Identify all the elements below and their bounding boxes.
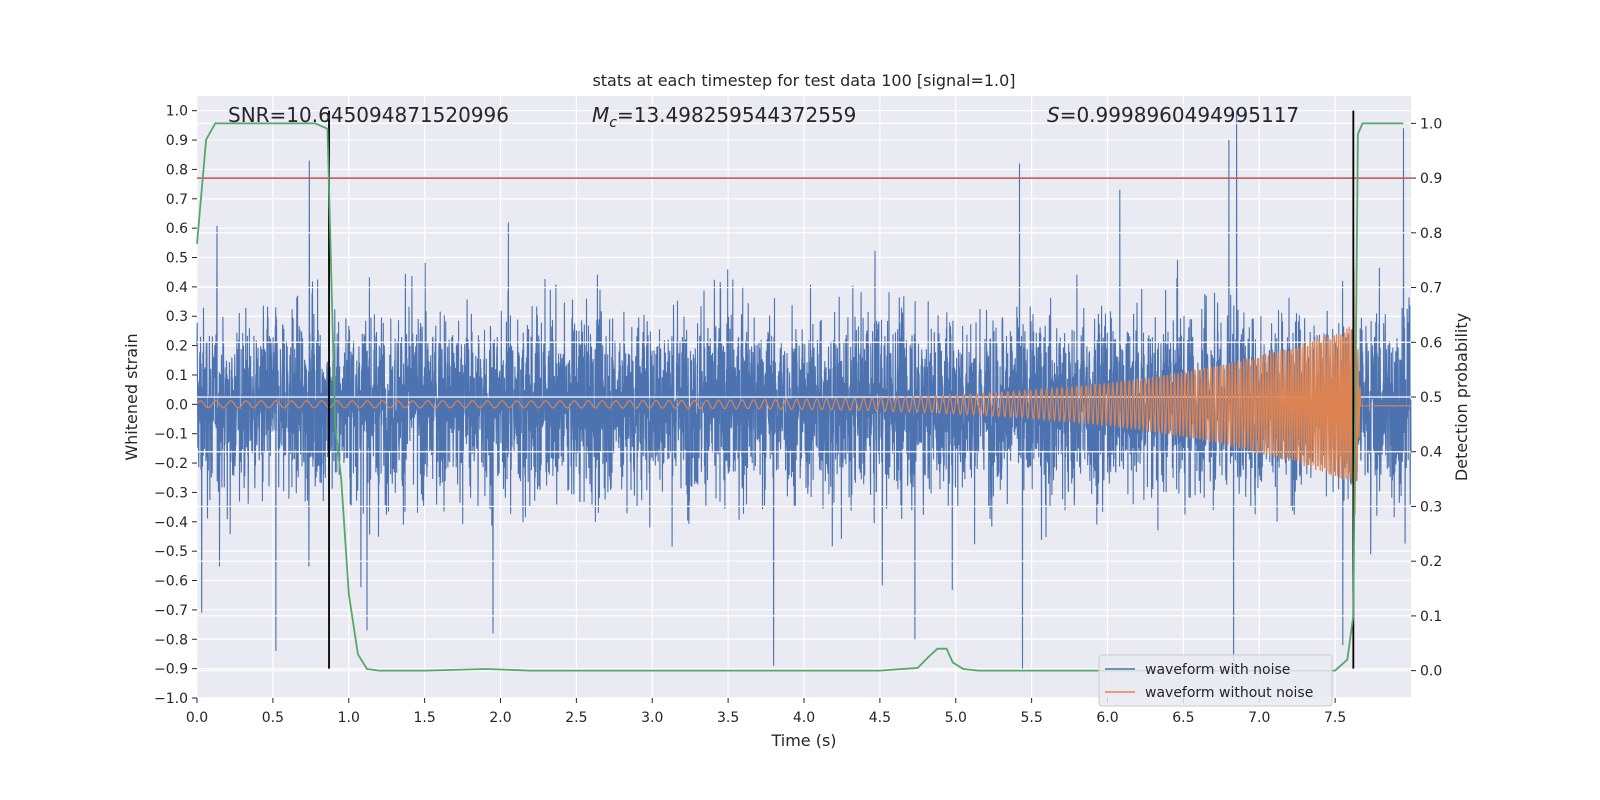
y2-tick-label: 0.1 xyxy=(1420,609,1442,625)
x-tick-label: 6.0 xyxy=(1096,710,1118,726)
x-tick-label: 3.5 xyxy=(717,710,739,726)
x-tick-label: 4.0 xyxy=(793,710,815,726)
x-tick-label: 7.0 xyxy=(1248,710,1270,726)
mc-symbol: M xyxy=(592,103,609,127)
y-tick-label: −0.5 xyxy=(154,544,188,560)
y2-tick-label: 0.4 xyxy=(1420,445,1442,461)
x-tick-label: 2.0 xyxy=(489,710,511,726)
s-value: =0.9998960494995117 xyxy=(1060,103,1299,127)
y-tick-label: −0.6 xyxy=(154,574,188,590)
y-tick-label: 0.9 xyxy=(166,133,188,149)
x-tick-label: 3.0 xyxy=(641,710,663,726)
mc-annotation: Mc=13.498259544372559 xyxy=(592,103,856,131)
x-tick-label: 4.5 xyxy=(869,710,891,726)
y2-tick-label: 0.5 xyxy=(1420,390,1442,406)
y-tick-label: −1.0 xyxy=(154,691,188,707)
x-axis-ticks: 0.0 0.5 1.0 1.5 2.0 2.5 3.0 3.5 4.0 4.5 5.0 5.5 6.0 6… xyxy=(186,698,1346,726)
y-axis-ticks: −1.0 −0.9 −0.8 −0.7 −0.6 −0.5 −0.4 −0.3 −0.2 −0.1… xyxy=(154,104,197,707)
y2-axis-ticks: 0.0 0.1 0.2 0.3 0.4 0.5 0.6 0.7 0.8 0.9 1.0 xyxy=(1411,116,1442,680)
y-tick-label: 0.7 xyxy=(166,192,188,208)
y-tick-label: −0.9 xyxy=(154,662,188,678)
x-tick-label: 5.5 xyxy=(1020,710,1042,726)
y-tick-label: 0.0 xyxy=(166,397,188,413)
y-tick-label: −0.4 xyxy=(154,515,188,531)
y2-tick-label: 0.9 xyxy=(1420,171,1442,187)
y-tick-label: 0.8 xyxy=(166,162,188,178)
y-tick-label: −0.7 xyxy=(154,603,188,619)
y-tick-label: −0.2 xyxy=(154,456,188,472)
y2-tick-label: 0.3 xyxy=(1420,499,1442,515)
series-waveform-without-noise xyxy=(196,269,1411,515)
y2-tick-label: 0.2 xyxy=(1420,554,1442,570)
y-tick-label: −0.1 xyxy=(154,427,188,443)
x-axis-label: Time (s) xyxy=(770,731,836,750)
y-tick-label: 0.2 xyxy=(166,339,188,355)
y-axis-label: Whitened strain xyxy=(122,333,141,460)
x-tick-label: 2.5 xyxy=(565,710,587,726)
legend-label-noise: waveform with noise xyxy=(1145,662,1290,678)
x-tick-label: 0.5 xyxy=(262,710,284,726)
y-tick-label: 0.1 xyxy=(166,368,188,384)
y-tick-label: −0.3 xyxy=(154,485,188,501)
s-annotation: S=0.9998960494995117 xyxy=(1047,103,1299,127)
y2-tick-label: 0.7 xyxy=(1420,281,1442,297)
y-tick-label: −0.8 xyxy=(154,632,188,648)
y-tick-label: 0.5 xyxy=(166,251,188,267)
y-tick-label: 0.4 xyxy=(166,280,188,296)
legend-box xyxy=(1098,654,1333,707)
overlay-layer xyxy=(196,110,1411,672)
y2-axis-label: Detection probability xyxy=(1452,313,1471,481)
x-tick-label: 5.0 xyxy=(945,710,967,726)
x-tick-label: 1.0 xyxy=(338,710,360,726)
y-tick-label: 0.3 xyxy=(166,309,188,325)
x-tick-label: 0.0 xyxy=(186,710,208,726)
series-detection-probability xyxy=(196,122,1404,672)
y-tick-label: 1.0 xyxy=(166,104,188,120)
x-tick-label: 7.5 xyxy=(1324,710,1346,726)
legend: waveform with noise waveform without noi… xyxy=(1098,654,1333,707)
mc-subscript: c xyxy=(609,115,617,131)
y2-tick-label: 0.8 xyxy=(1420,226,1442,242)
chart-title: stats at each timestep for test data 100… xyxy=(592,71,1015,90)
s-symbol: S xyxy=(1047,103,1060,127)
legend-label-clean: waveform without noise xyxy=(1145,685,1313,701)
mc-value: =13.498259544372559 xyxy=(617,103,856,127)
y2-tick-label: 1.0 xyxy=(1420,116,1442,132)
x-tick-label: 6.5 xyxy=(1172,710,1194,726)
y2-tick-label: 0.6 xyxy=(1420,335,1442,351)
y-tick-label: 0.6 xyxy=(166,221,188,237)
x-tick-label: 1.5 xyxy=(413,710,435,726)
y2-tick-label: 0.0 xyxy=(1420,664,1442,680)
snr-annotation: SNR=10.645094871520996 xyxy=(228,103,509,127)
